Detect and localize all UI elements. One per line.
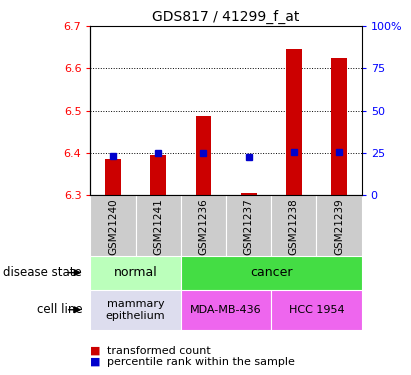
Bar <box>181 195 226 256</box>
Bar <box>181 290 271 330</box>
Text: MDA-MB-436: MDA-MB-436 <box>190 305 262 315</box>
Bar <box>181 256 362 290</box>
Bar <box>271 195 316 256</box>
Bar <box>90 195 136 256</box>
Text: transformed count: transformed count <box>107 346 210 355</box>
Text: disease state: disease state <box>3 266 82 279</box>
Bar <box>90 256 181 290</box>
Text: GSM21239: GSM21239 <box>334 198 344 255</box>
Bar <box>226 195 271 256</box>
Text: GSM21238: GSM21238 <box>289 198 299 255</box>
Bar <box>196 116 211 195</box>
Text: GSM21237: GSM21237 <box>244 198 254 255</box>
Bar <box>331 58 347 195</box>
Bar <box>271 290 362 330</box>
Text: HCC 1954: HCC 1954 <box>289 305 344 315</box>
Bar <box>286 50 302 195</box>
Text: ■: ■ <box>90 357 101 367</box>
Bar <box>241 193 256 195</box>
Text: cell line: cell line <box>37 303 82 316</box>
Text: GSM21236: GSM21236 <box>199 198 208 255</box>
Bar <box>105 159 121 195</box>
Text: GSM21240: GSM21240 <box>108 198 118 255</box>
Title: GDS817 / 41299_f_at: GDS817 / 41299_f_at <box>152 10 300 24</box>
Text: percentile rank within the sample: percentile rank within the sample <box>107 357 295 367</box>
Text: mammary
epithelium: mammary epithelium <box>106 299 166 321</box>
Text: GSM21241: GSM21241 <box>153 198 163 255</box>
Text: cancer: cancer <box>250 266 293 279</box>
Text: ■: ■ <box>90 346 101 355</box>
Bar <box>150 155 166 195</box>
Text: normal: normal <box>114 266 157 279</box>
Bar <box>316 195 362 256</box>
Bar <box>136 195 181 256</box>
Bar <box>90 290 181 330</box>
